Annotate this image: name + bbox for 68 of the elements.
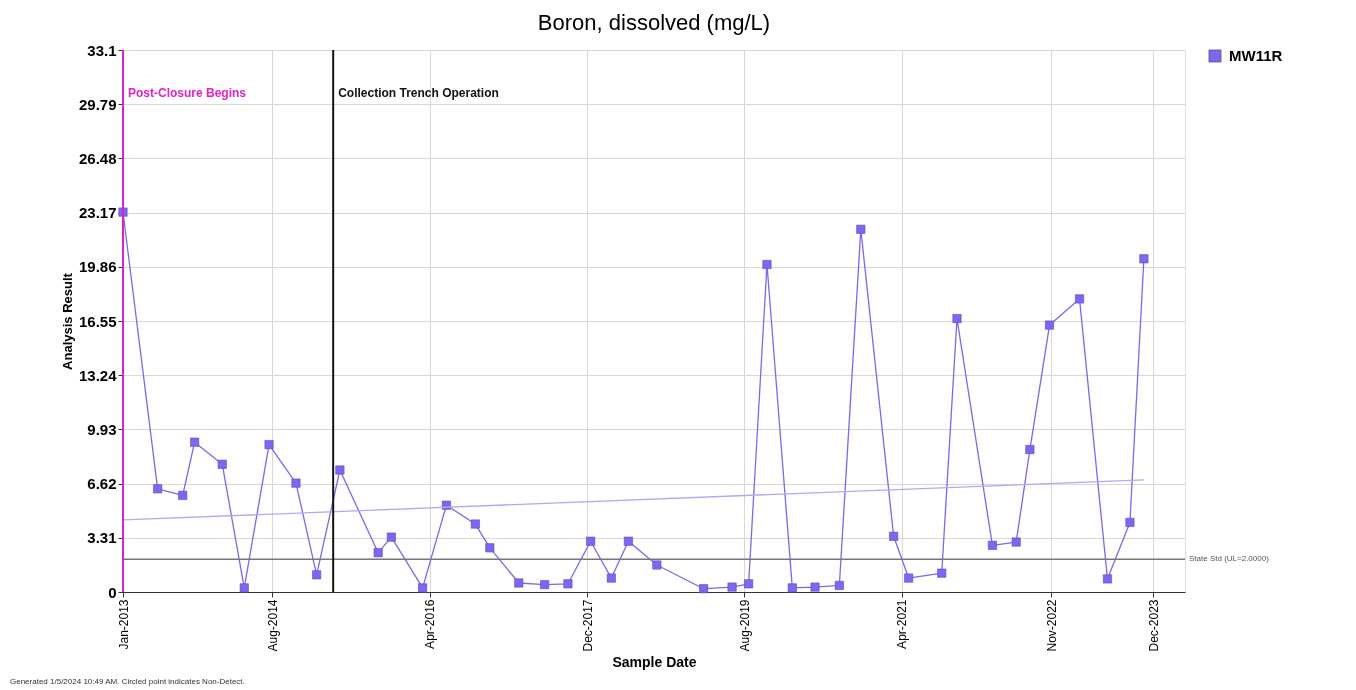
point	[606, 573, 616, 583]
y-tick-label: 23.17	[78, 204, 117, 222]
point	[178, 490, 188, 500]
point	[744, 579, 754, 589]
point	[540, 580, 550, 590]
point	[762, 260, 772, 269]
point	[787, 583, 797, 593]
x-tick-label: Apr-2021	[895, 599, 910, 649]
y-tick-label: 13.24	[78, 366, 118, 384]
y-tick-label: 0	[108, 583, 117, 601]
point	[904, 573, 914, 583]
ref-line-label: Post-Closure Begins	[128, 86, 247, 100]
y-tick-label: 3.31	[87, 529, 117, 547]
point	[291, 478, 301, 488]
point	[563, 579, 573, 589]
x-tick-label: Nov-2022	[1044, 599, 1059, 652]
point	[1045, 320, 1055, 330]
y-tick-label: 19.86	[78, 258, 117, 276]
point	[470, 519, 480, 529]
point	[264, 440, 274, 450]
point	[485, 543, 495, 553]
x-axis-title: Sample Date	[612, 653, 697, 670]
point	[335, 465, 345, 475]
point	[952, 314, 962, 324]
point	[1102, 574, 1112, 584]
chart-title: Boron, dissolved (mg/L)	[537, 10, 771, 35]
point	[623, 536, 633, 546]
x-tick-label: Aug-2019	[737, 599, 752, 652]
point	[1075, 294, 1085, 304]
y-tick-label: 33.1	[87, 41, 117, 59]
x-tick-label: Dec-2017	[580, 599, 595, 652]
point	[312, 570, 322, 580]
y-tick-label: 9.93	[87, 420, 117, 438]
y-tick-label: 16.55	[78, 312, 117, 330]
point	[153, 484, 163, 494]
point	[856, 224, 866, 234]
point	[834, 580, 844, 590]
x-tick-label: Aug-2014	[265, 599, 280, 652]
point	[699, 584, 709, 594]
x-tick-label: Apr-2016	[423, 599, 438, 649]
y-tick-label: 26.48	[78, 149, 117, 167]
y-axis-title: Analysis Result	[59, 272, 75, 370]
point	[239, 583, 249, 593]
x-tick-label: Jan-2013	[116, 599, 131, 650]
point	[514, 578, 524, 588]
point	[987, 540, 997, 550]
point	[418, 583, 428, 593]
point	[190, 437, 200, 447]
point	[373, 548, 383, 558]
point	[727, 582, 737, 592]
x-tick-label: Dec-2023	[1146, 599, 1161, 652]
point	[652, 560, 662, 570]
text: Generated 1/5/2024 10:49 AM. Circled point indicates Non-Detect.	[10, 677, 245, 686]
point	[1011, 537, 1021, 547]
point	[1139, 254, 1149, 264]
point	[889, 531, 899, 541]
ref-line-label: State Std (UL=2.0000)	[1189, 554, 1270, 564]
legend-label: MW11R	[1229, 47, 1283, 64]
point	[1025, 445, 1035, 455]
point	[386, 532, 396, 542]
point	[217, 459, 227, 469]
y-tick-label: 29.79	[78, 95, 117, 113]
point	[586, 536, 596, 546]
point	[937, 568, 947, 578]
point	[1125, 517, 1135, 527]
y-tick-label: 6.62	[87, 475, 117, 493]
point	[810, 582, 820, 592]
ref-line-label: Collection Trench Operation	[338, 86, 499, 100]
